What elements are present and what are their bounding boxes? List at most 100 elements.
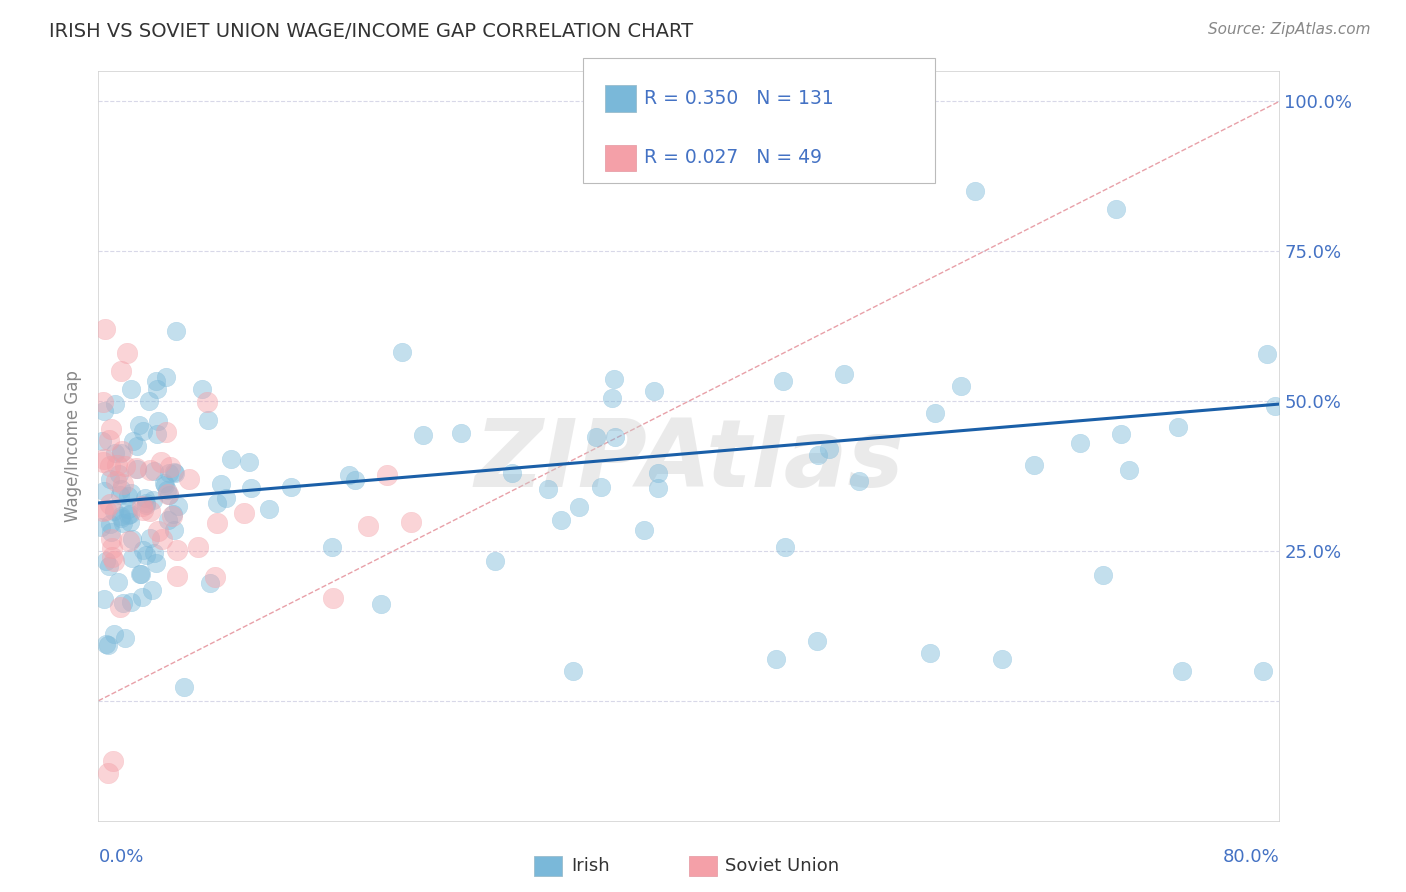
Point [97, 765, 120, 780]
Point [918, 646, 941, 660]
Point [765, 652, 787, 666]
Point [131, 500, 153, 514]
Point [120, 595, 142, 609]
Point [100, 532, 122, 546]
Point [159, 459, 181, 474]
Point [501, 466, 523, 480]
Point [143, 464, 166, 478]
Point [1091, 568, 1114, 582]
Point [120, 486, 142, 500]
Point [145, 556, 167, 570]
Point [643, 384, 665, 399]
Point [209, 477, 232, 491]
Point [110, 446, 132, 460]
Point [152, 476, 174, 491]
Point [139, 531, 162, 545]
Point [806, 633, 828, 648]
Point [117, 489, 139, 503]
Point [120, 507, 142, 521]
Point [105, 458, 128, 473]
Point [107, 575, 129, 590]
Point [1167, 420, 1189, 434]
Point [110, 364, 132, 378]
Point [165, 324, 187, 338]
Point [337, 468, 360, 483]
Point [280, 480, 302, 494]
Point [344, 473, 367, 487]
Point [103, 504, 125, 518]
Point [97, 558, 120, 573]
Point [91, 394, 114, 409]
Point [150, 532, 173, 546]
Point [166, 568, 188, 582]
Point [121, 532, 143, 546]
Point [101, 541, 124, 555]
Point [1118, 463, 1140, 477]
Point [450, 426, 472, 441]
Point [153, 478, 176, 492]
Point [399, 515, 422, 529]
Point [94, 554, 117, 568]
Point [104, 446, 127, 460]
Point [117, 508, 139, 522]
Point [98, 459, 121, 474]
Point [215, 491, 238, 505]
Point [1022, 458, 1045, 473]
Text: 80.0%: 80.0% [1223, 847, 1279, 865]
Text: Source: ZipAtlas.com: Source: ZipAtlas.com [1208, 22, 1371, 37]
Point [562, 664, 585, 678]
Point [112, 477, 135, 491]
Point [134, 491, 156, 506]
Point [91, 434, 114, 448]
Point [1256, 346, 1278, 360]
Point [127, 439, 149, 453]
Point [94, 637, 117, 651]
Point [807, 448, 830, 462]
Point [91, 504, 114, 518]
Point [375, 467, 398, 482]
Point [191, 382, 214, 396]
Point [93, 451, 115, 466]
Point [204, 570, 226, 584]
Point [155, 425, 177, 439]
Point [163, 465, 186, 479]
Point [166, 543, 188, 558]
Point [568, 500, 591, 515]
Point [93, 591, 115, 606]
Point [772, 374, 794, 388]
Point [848, 474, 870, 488]
Point [110, 483, 132, 497]
Point [103, 627, 125, 641]
Point [219, 452, 242, 467]
Point [162, 507, 184, 521]
Point [1109, 427, 1132, 442]
Point [135, 498, 157, 512]
Text: ZIPAtlas: ZIPAtlas [474, 415, 904, 507]
Point [135, 495, 157, 509]
Point [103, 554, 125, 568]
Point [90, 520, 112, 534]
Point [104, 397, 127, 411]
Point [647, 481, 669, 495]
Point [187, 540, 209, 554]
Point [114, 458, 136, 473]
Point [550, 513, 572, 527]
Point [146, 382, 169, 396]
Text: IRISH VS SOVIET UNION WAGE/INCOME GAP CORRELATION CHART: IRISH VS SOVIET UNION WAGE/INCOME GAP CO… [49, 22, 693, 41]
Point [120, 382, 142, 396]
Point [160, 509, 183, 524]
Point [117, 502, 139, 516]
Point [773, 540, 796, 554]
Point [121, 550, 143, 565]
Point [949, 378, 972, 392]
Point [108, 488, 131, 502]
Point [94, 503, 117, 517]
Point [98, 517, 121, 532]
Point [1069, 435, 1091, 450]
Point [166, 499, 188, 513]
Point [240, 481, 263, 495]
Point [605, 430, 627, 444]
Point [100, 550, 122, 565]
Point [149, 455, 172, 469]
Point [391, 345, 413, 359]
